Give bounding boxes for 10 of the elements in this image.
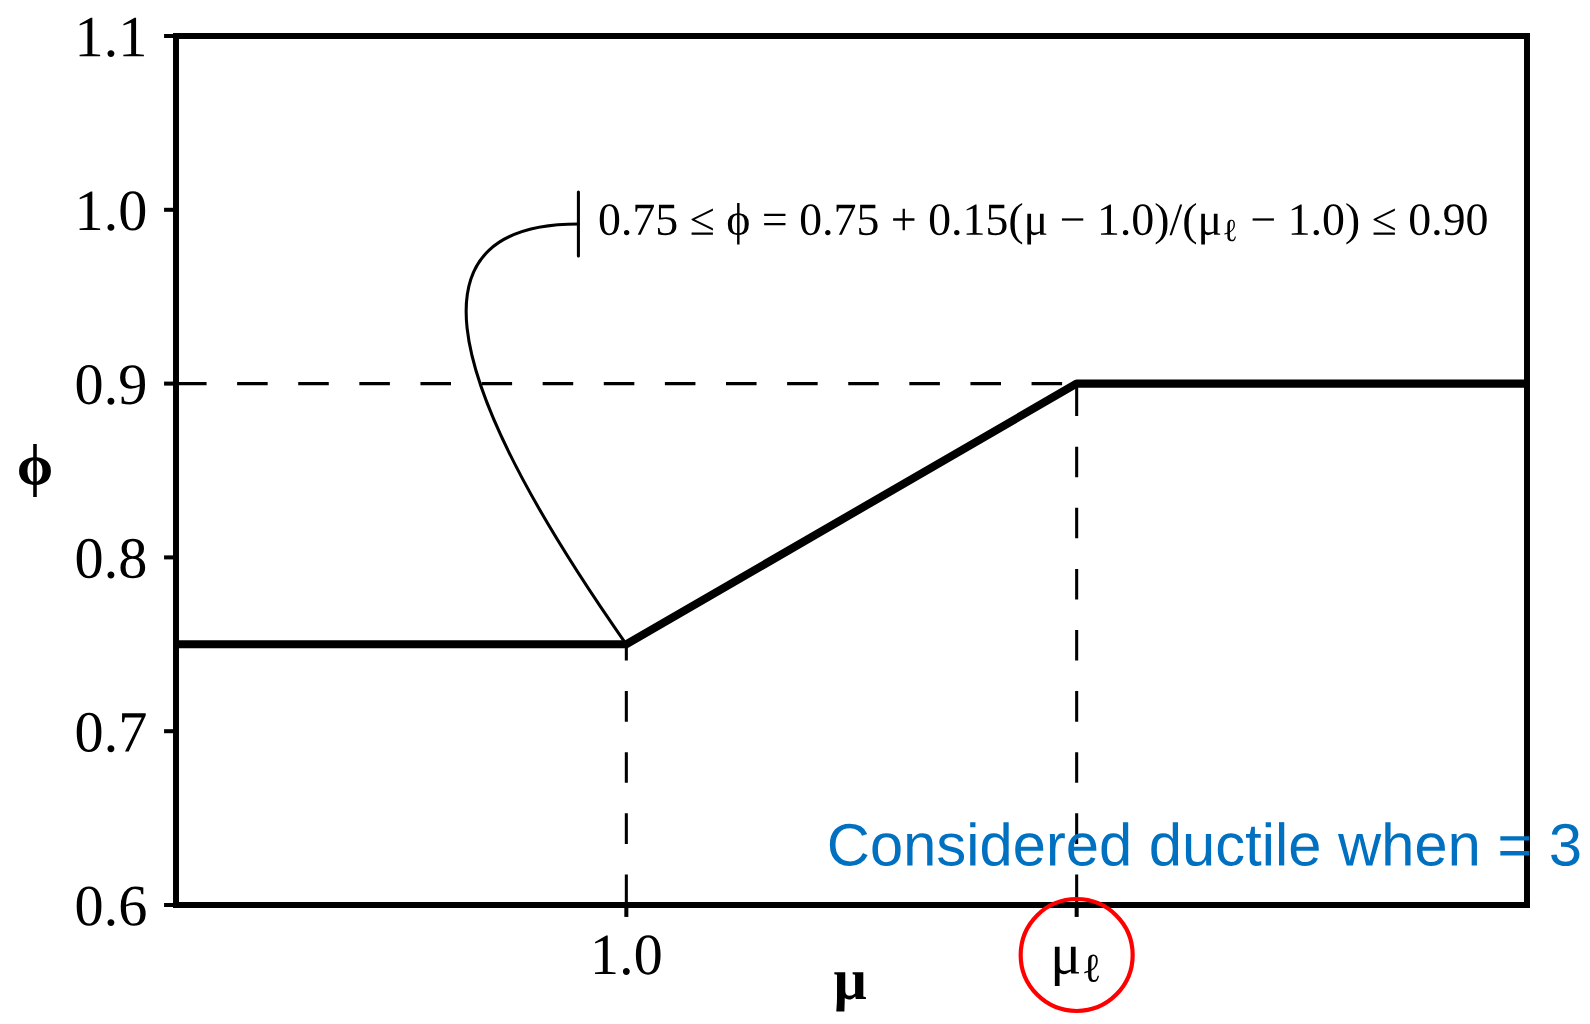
y-tick-label: 0.6 (76, 886, 146, 927)
x-tick-label: μ$_{ℓ}$ (1054, 946, 1100, 987)
y-axis-title: ϕ (19, 444, 51, 497)
y-tick-label: 0.7 (76, 712, 146, 753)
annotation: 0.75 ≤ ϕ = 0.75 + 0.15(μ − 1.0)/(μ$_{ℓ}$ − 1.0) ≤ 0.90 (599, 202, 1487, 245)
y-tick-label: 1.1 (79, 17, 144, 58)
y-tick-label: 0.8 (76, 538, 146, 579)
y-tick-label: 1.0 (79, 191, 146, 231)
y-tick-label: 0.9 (76, 365, 145, 405)
x-axis-title: μ (834, 972, 866, 1012)
